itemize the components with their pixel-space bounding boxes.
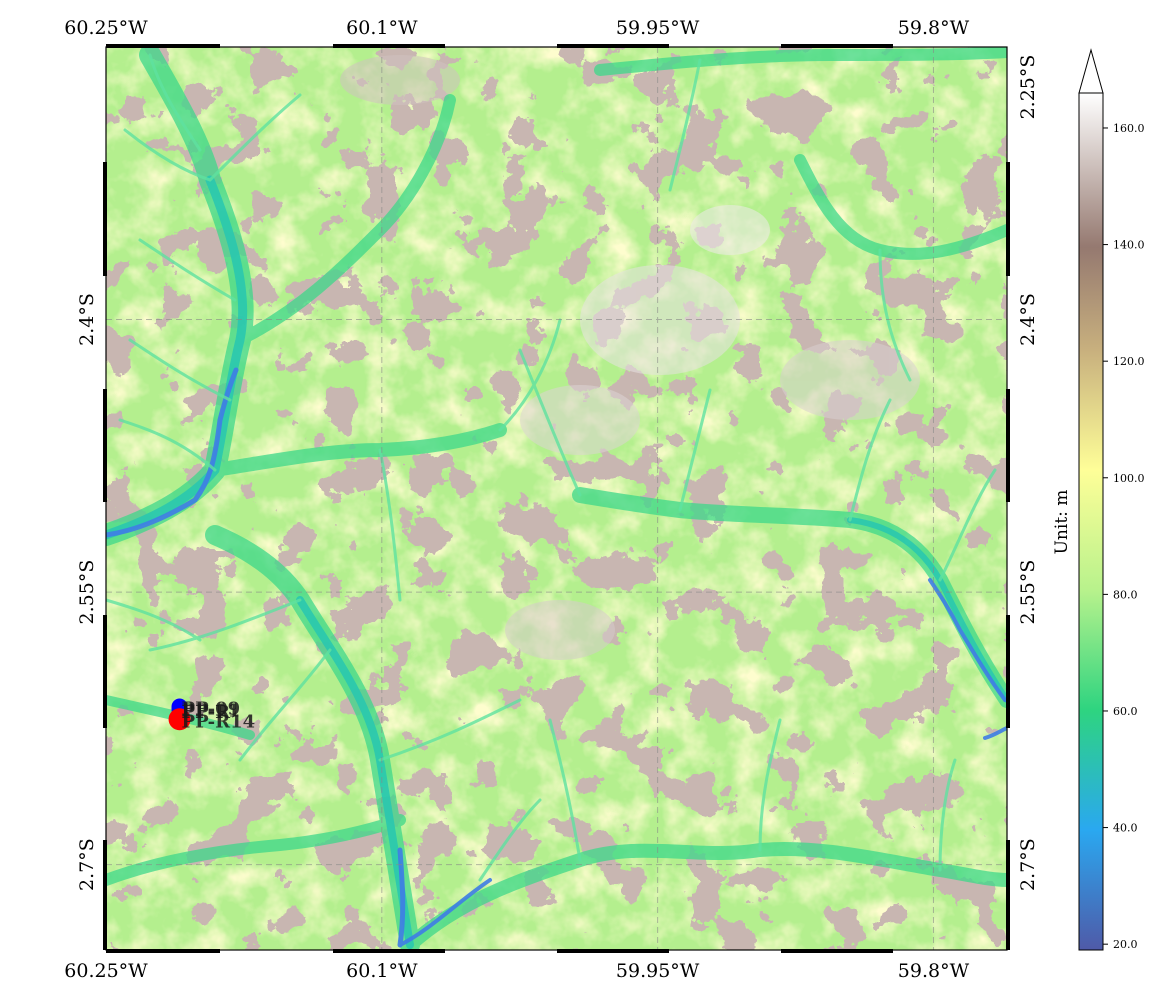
lat-label-right-1: 2.4°S [1017, 293, 1039, 346]
colorbar-tick-label-2: 60.0 [1113, 705, 1138, 718]
lat-label-right-2: 2.55°S [1017, 560, 1039, 625]
frame-bar-left-3 [103, 389, 107, 502]
frame-bar-top-6 [781, 44, 893, 48]
lon-label-bottom-0: 60.25°W [64, 960, 148, 982]
colorbar-tick-label-6: 140.0 [1113, 239, 1145, 252]
lon-label-top-2: 59.95°W [616, 17, 700, 39]
latitude-labels-right: 2.25°S 2.4°S 2.55°S 2.7°S [1017, 55, 1039, 891]
frame-bar-bottom-6 [781, 949, 893, 953]
latitude-labels-left: 2.4°S 2.55°S 2.7°S [76, 293, 98, 891]
lat-label-left-3: 2.7°S [76, 838, 98, 891]
marker-pp-r14 [168, 708, 191, 731]
marker-label-pp-11: PP-11 [182, 700, 241, 721]
colorbar-tick-label-4: 100.0 [1113, 472, 1145, 485]
lon-label-bottom-1: 60.1°W [346, 960, 418, 982]
colorbar-tick-label-1: 40.0 [1113, 822, 1138, 835]
frame-bar-right-3 [1006, 389, 1010, 502]
colorbar-tick-label-3: 80.0 [1113, 588, 1138, 601]
frame-bar-left-7 [103, 840, 107, 950]
marker-label-pp-09: PP-09 [182, 699, 241, 720]
colorbar-tick-label-7: 160.0 [1113, 122, 1145, 135]
marker-label-pp-r14: PP-R14 [182, 711, 256, 732]
frame-bar-top-0 [106, 44, 220, 48]
elevation-map [106, 47, 1007, 950]
lon-label-top-0: 60.25°W [64, 17, 148, 39]
colorbar-gradient [1078, 92, 1104, 951]
frame-bar-right-7 [1006, 840, 1010, 950]
colorbar-tick-label-0: 20.0 [1113, 938, 1138, 951]
frame-bar-bottom-4 [557, 949, 669, 953]
lon-label-bottom-2: 59.95°W [616, 960, 700, 982]
lat-label-right-3: 2.7°S [1017, 838, 1039, 891]
map-gridlines [106, 47, 1007, 950]
longitude-labels-bottom: 60.25°W 60.1°W 59.95°W 59.8°W [64, 960, 969, 982]
longitude-labels-top: 60.25°W 60.1°W 59.95°W 59.8°W [64, 17, 969, 39]
lat-label-left-2: 2.55°S [76, 560, 98, 625]
frame-bar-top-4 [557, 44, 669, 48]
colorbar-label: Unit: m [1052, 490, 1072, 555]
lat-label-right-0: 2.25°S [1017, 55, 1039, 120]
frame-bar-top-2 [333, 44, 445, 48]
frame-bar-bottom-0 [106, 949, 220, 953]
lon-label-top-3: 59.8°W [898, 17, 970, 39]
colorbar-tick-label-5: 120.0 [1113, 355, 1145, 368]
colorbar-extend-arrow [1078, 48, 1104, 94]
frame-bar-bottom-2 [333, 949, 445, 953]
map-frame [103, 44, 1010, 953]
marker-label-pp-r: PP-R [182, 702, 232, 723]
lon-label-bottom-3: 59.8°W [898, 960, 970, 982]
frame-bar-left-5 [103, 615, 107, 728]
lon-label-top-1: 60.1°W [346, 17, 418, 39]
frame-bar-right-1 [1006, 162, 1010, 276]
lat-label-left-1: 2.4°S [76, 293, 98, 346]
colorbar: 20.0 40.0 60.0 80.0 100.0 120.0 140.0 160.0 Uni… [1052, 48, 1145, 951]
frame-bar-right-5 [1006, 615, 1010, 728]
frame-bar-left-1 [103, 162, 107, 276]
